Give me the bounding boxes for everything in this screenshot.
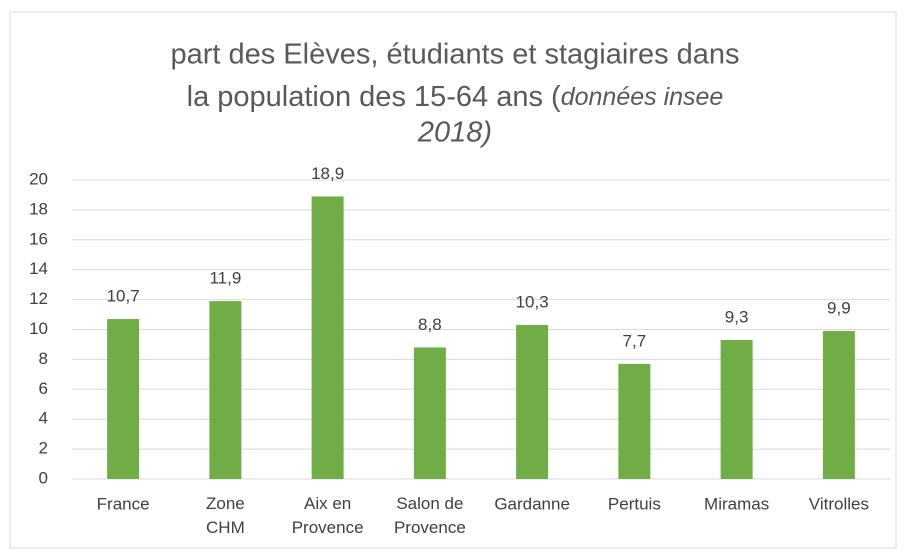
y-tick-label: 4: [39, 409, 48, 428]
bar: [618, 363, 651, 479]
x-tick-label: Pertuis: [608, 494, 661, 513]
chart-title: 2018): [417, 117, 492, 149]
data-label: 9,9: [827, 298, 851, 317]
x-tick-label: Aix en Provence: [292, 494, 364, 537]
data-label: 11,9: [209, 269, 241, 288]
y-tick-label: 0: [39, 468, 48, 487]
chart-title: données insee: [561, 83, 724, 111]
x-tick-label: Zone CHM: [206, 494, 245, 537]
chart-title: part des Elèves, étudiants et stagiaires…: [170, 39, 739, 71]
x-tick-label: France: [97, 494, 150, 513]
y-tick-label: 20: [29, 169, 48, 188]
y-tick-label: 10: [29, 319, 48, 338]
bar: [107, 319, 140, 479]
x-tick-label: Vitrolles: [809, 494, 869, 513]
chart-title: la population des 15-64 ans (données ins…: [187, 81, 724, 113]
data-label: 9,3: [725, 307, 749, 326]
y-tick-label: 6: [39, 379, 48, 398]
bar: [822, 330, 855, 479]
y-tick-label: 2: [39, 439, 48, 458]
data-label: 10,7: [107, 287, 140, 306]
bar: [516, 325, 549, 479]
y-tick-label: 16: [29, 229, 48, 248]
data-label: 18,9: [311, 164, 344, 183]
chart-title: la population des 15-64 ans (: [187, 81, 561, 113]
data-label: 7,7: [623, 331, 647, 350]
x-tick-label: Gardanne: [494, 494, 570, 513]
data-label: 8,8: [418, 315, 442, 334]
x-tick-label: Miramas: [704, 494, 769, 513]
y-tick-label: 8: [39, 349, 48, 368]
x-tick-label: Salon de Provence: [394, 494, 466, 537]
data-label: 10,3: [516, 292, 549, 311]
y-tick-label: 18: [29, 199, 48, 218]
bar: [720, 339, 753, 479]
y-tick-label: 12: [29, 289, 48, 308]
bar: [413, 347, 446, 479]
bar: [311, 196, 344, 479]
bar: [209, 301, 242, 479]
y-tick-label: 14: [29, 259, 48, 278]
